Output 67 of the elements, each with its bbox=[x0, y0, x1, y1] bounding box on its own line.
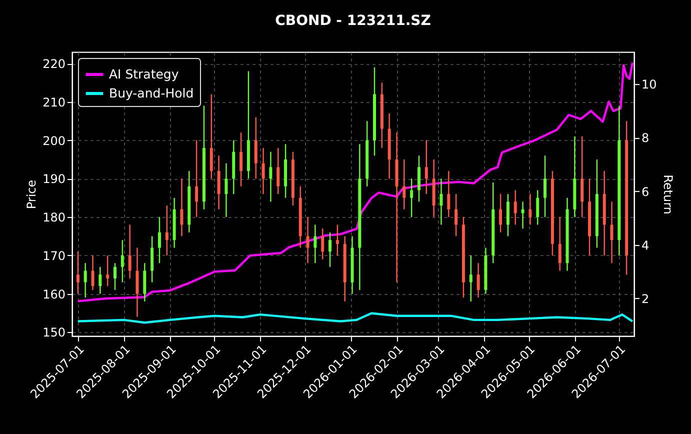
candlestick bbox=[262, 147, 265, 195]
chart-title: CBOND - 123211.SZ bbox=[275, 13, 431, 29]
candlestick bbox=[240, 132, 243, 187]
y-axis-title: Price bbox=[24, 180, 39, 210]
y-tick-label: 220 bbox=[42, 57, 66, 72]
candlestick bbox=[128, 224, 132, 280]
candlestick bbox=[528, 193, 532, 226]
candlestick bbox=[217, 155, 220, 210]
candlestick bbox=[514, 190, 517, 226]
candlestick bbox=[476, 262, 480, 298]
candlestick bbox=[180, 178, 184, 237]
candlestick bbox=[120, 239, 124, 283]
y-tick-label: 190 bbox=[42, 172, 66, 186]
candlestick bbox=[224, 162, 228, 218]
candlestick bbox=[269, 151, 272, 202]
candlestick bbox=[321, 228, 324, 260]
candlestick bbox=[195, 140, 198, 218]
candlestick bbox=[469, 254, 472, 302]
line-series bbox=[76, 62, 634, 302]
candlestick bbox=[306, 216, 310, 264]
candlestick bbox=[106, 254, 110, 287]
candlestick bbox=[254, 116, 258, 180]
candlestick bbox=[544, 155, 547, 218]
candlestick bbox=[76, 250, 80, 294]
legend-label: AI Strategy bbox=[109, 66, 180, 82]
candlestick bbox=[580, 136, 584, 218]
y-tick-label: 200 bbox=[42, 134, 66, 148]
y2-tick-label: 4 bbox=[642, 238, 650, 252]
candlestick bbox=[447, 170, 450, 218]
candlestick bbox=[417, 155, 420, 202]
candlestick bbox=[276, 147, 280, 195]
candlestick bbox=[454, 193, 458, 237]
y-tick-label: 150 bbox=[42, 326, 66, 340]
y2-tick-label: 2 bbox=[642, 292, 650, 306]
y2-tick-label: 10 bbox=[642, 78, 657, 92]
y-tick-label: 180 bbox=[42, 210, 66, 225]
candlestick bbox=[136, 247, 139, 318]
candlestick bbox=[521, 201, 524, 230]
candlestick bbox=[410, 178, 414, 218]
candlestick bbox=[210, 94, 213, 180]
candlestick bbox=[143, 262, 146, 302]
candlestick bbox=[314, 224, 317, 264]
candlestick bbox=[165, 204, 168, 256]
y-tick-label: 170 bbox=[42, 248, 66, 263]
y2-axis-title: Return bbox=[660, 174, 675, 214]
candlestick bbox=[91, 254, 94, 291]
candlestick bbox=[424, 140, 428, 195]
candlestick bbox=[328, 232, 332, 268]
candlestick bbox=[114, 262, 117, 291]
candlestick bbox=[558, 216, 562, 272]
candlestick bbox=[84, 262, 87, 298]
candlestick bbox=[499, 193, 502, 233]
y2-tick-label: 8 bbox=[642, 131, 650, 146]
candlestick bbox=[336, 224, 339, 256]
y-tick-label: 160 bbox=[42, 287, 66, 302]
candlestick bbox=[440, 178, 443, 226]
candlestick bbox=[98, 266, 102, 294]
candlestick bbox=[536, 190, 540, 226]
candlestick bbox=[150, 236, 154, 283]
line-series bbox=[76, 312, 634, 324]
candlestick bbox=[610, 201, 614, 264]
legend-label: Buy-and-Hold bbox=[109, 86, 194, 100]
candlestick bbox=[506, 193, 510, 237]
y2-tick-label: 6 bbox=[642, 184, 650, 199]
candlestick bbox=[158, 216, 161, 264]
y-tick-label: 210 bbox=[42, 95, 66, 110]
candlestick bbox=[402, 158, 406, 210]
